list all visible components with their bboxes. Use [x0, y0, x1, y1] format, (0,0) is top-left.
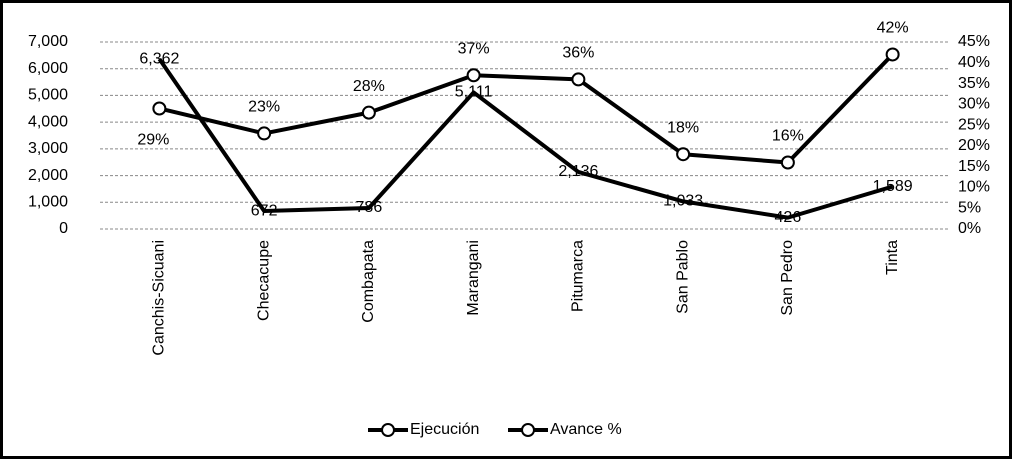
y-tick-label: 6,000: [28, 60, 68, 77]
x-tick-label: Tinta: [884, 240, 901, 275]
point-marker: [780, 155, 795, 170]
data-label: 6,362: [139, 50, 179, 67]
x-tick-label: San Pablo: [674, 240, 691, 314]
x-tick-label: Combapata: [360, 240, 377, 323]
y2-tick-label: 5%: [958, 199, 981, 216]
x-tick-label: Pitumarca: [570, 240, 587, 312]
y2-tick-label: 40%: [958, 54, 990, 71]
point-marker: [257, 126, 272, 141]
data-label: 28%: [353, 78, 385, 95]
point-marker: [571, 72, 586, 87]
data-label: 16%: [772, 128, 804, 145]
data-label: 18%: [667, 119, 699, 136]
point-marker: [361, 105, 376, 120]
data-label: 42%: [877, 20, 909, 37]
legend-label: Ejecución: [410, 421, 479, 438]
data-label: 1,589: [873, 178, 913, 195]
data-label: 23%: [248, 99, 280, 116]
x-tick-label: Checacupe: [255, 240, 272, 321]
point-marker: [466, 68, 481, 83]
x-tick-label: Canchis-Sicuani: [151, 240, 168, 356]
y2-tick-label: 25%: [958, 116, 990, 133]
y2-tick-label: 0%: [958, 220, 981, 237]
series-line: [158, 53, 895, 165]
y2-tick-label: 15%: [958, 158, 990, 175]
legend-marker: [521, 423, 535, 437]
data-label: 5,111: [455, 84, 493, 101]
data-label: 36%: [562, 45, 594, 62]
data-label: 29%: [137, 132, 169, 149]
y2-tick-label: 35%: [958, 75, 990, 92]
data-label: 1,033: [663, 193, 703, 210]
y-tick-label: 3,000: [28, 140, 68, 157]
data-label: 37%: [458, 40, 490, 57]
y-tick-label: 0: [59, 220, 68, 237]
point-marker: [676, 147, 691, 162]
y-tick-label: 1,000: [28, 194, 68, 211]
data-label: 2,136: [558, 163, 598, 180]
point-marker: [152, 101, 167, 116]
y-tick-label: 4,000: [28, 113, 68, 130]
data-label: 426: [775, 209, 802, 226]
y2-tick-label: 10%: [958, 179, 990, 196]
y-tick-label: 2,000: [28, 167, 68, 184]
series-line: [157, 57, 894, 220]
x-tick-label: Marangani: [465, 240, 482, 316]
data-label: 672: [251, 202, 278, 219]
y2-tick-label: 20%: [958, 137, 990, 154]
legend-marker: [381, 423, 395, 437]
y-tick-label: 7,000: [28, 33, 68, 50]
point-marker: [885, 47, 900, 62]
data-label: 786: [356, 199, 383, 216]
y2-tick-label: 45%: [958, 33, 990, 50]
y2-tick-label: 30%: [958, 96, 990, 113]
legend-label: Avance %: [550, 421, 622, 438]
x-tick-label: San Pedro: [779, 240, 796, 316]
y-tick-label: 5,000: [28, 87, 68, 104]
